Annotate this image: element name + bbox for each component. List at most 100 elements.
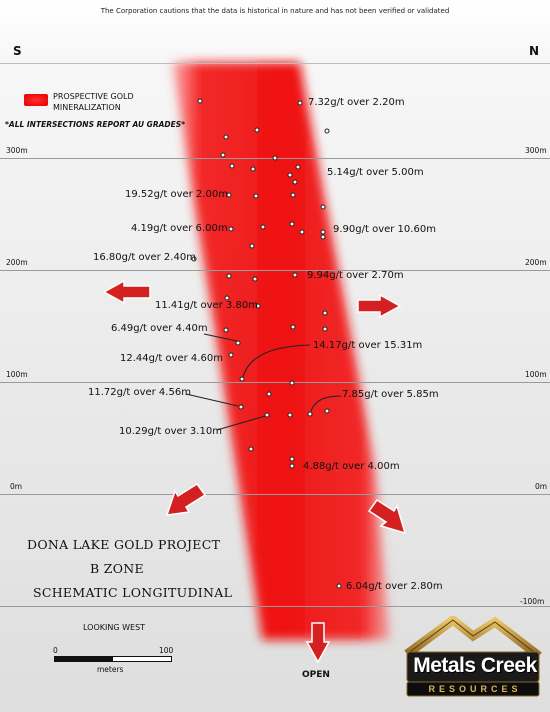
drill-hole-point: [223, 327, 229, 333]
drill-hole-point: [292, 272, 298, 278]
leader-line: [242, 344, 311, 378]
elevation-label-left: 200m: [6, 258, 28, 267]
drill-hole-point: [297, 100, 303, 106]
drill-hole-point: [191, 256, 197, 262]
drill-hole-point: [289, 221, 295, 227]
drill-hole-point: [322, 326, 328, 332]
drill-hole-point: [320, 229, 326, 235]
elevation-label-right: 0m: [535, 482, 548, 491]
drill-hole-point: [266, 391, 272, 397]
drill-hole-point: [223, 134, 229, 140]
surface-line: [0, 63, 550, 64]
elevation-label-right: 200m: [525, 258, 547, 267]
intersection-label: 6.49g/t over 4.40m: [111, 323, 208, 334]
scale-bar: [54, 656, 172, 662]
elevation-line-minus100: [0, 606, 550, 607]
drill-hole-point: [226, 192, 232, 198]
drill-hole-point: [299, 229, 305, 235]
drill-hole-point: [320, 234, 326, 240]
drill-hole-point: [290, 192, 296, 198]
drill-hole-point: [228, 226, 234, 232]
leader-line: [185, 393, 239, 407]
intersection-label: 11.72g/t over 4.56m: [88, 387, 191, 398]
scale-end-label: 100: [159, 646, 174, 655]
metals-creek-logo: Metals Creek RESOURCES: [403, 614, 543, 702]
intersection-label: 19.52g/t over 2.00m: [125, 189, 228, 200]
drill-hole-point: [254, 127, 260, 133]
scale-start-label: 0: [53, 646, 58, 655]
logo-mountains: [404, 614, 542, 697]
drill-hole-point: [307, 411, 313, 417]
drill-hole-point: [289, 380, 295, 386]
leader-line: [310, 395, 342, 412]
intersection-label: 14.17g/t over 15.31m: [313, 340, 423, 351]
legend-label-line2: MINERALIZATION: [53, 103, 121, 112]
drill-hole-point: [287, 172, 293, 178]
elevation-label-right: 300m: [525, 146, 547, 155]
extension-arrow-down: [305, 622, 331, 664]
drill-hole-point: [290, 324, 296, 330]
drill-hole-point: [255, 303, 261, 309]
intersection-label: 6.04g/t over 2.80m: [346, 581, 443, 592]
leader-line: [203, 333, 238, 342]
extension-arrow-down-right: [367, 498, 407, 535]
drill-hole-point: [229, 163, 235, 169]
legend-label: PROSPECTIVE GOLD MINERALIZATION: [53, 91, 134, 113]
compass-south: S: [13, 44, 22, 58]
drill-hole-point: [238, 404, 244, 410]
leader-line: [216, 415, 266, 431]
grade-note: *ALL INTERSECTIONS REPORT AU GRADES*: [5, 120, 186, 129]
drill-hole-point: [224, 295, 230, 301]
intersection-label: 16.80g/t over 2.40m: [93, 252, 196, 263]
elevation-label-left: 0m: [10, 482, 23, 491]
intersection-label: 9.90g/t over 10.60m: [333, 224, 436, 235]
drill-hole-point: [287, 412, 293, 418]
intersection-label: 4.19g/t over 6.00m: [131, 223, 228, 234]
drill-hole-point: [289, 463, 295, 469]
extension-arrow-down-left: [165, 482, 207, 516]
logo-wordmark: Metals Creek: [413, 654, 537, 677]
open-label: OPEN: [302, 670, 330, 680]
drill-hole-point: [249, 243, 255, 249]
drill-hole-point: [220, 152, 226, 158]
drill-hole-point: [264, 412, 270, 418]
legend-swatch: [24, 94, 48, 106]
drill-hole-point: [260, 224, 266, 230]
mineralization-zone: [172, 62, 390, 640]
extension-arrow-south: [102, 279, 151, 305]
drill-hole-point: [272, 155, 278, 161]
intersection-label: 10.29g/t over 3.10m: [119, 426, 222, 437]
elevation-label-right: -100m: [520, 597, 545, 606]
intersection-label: 11.41g/t over 3.80m: [155, 300, 258, 311]
drill-hole-point: [253, 193, 259, 199]
drill-hole-point: [292, 179, 298, 185]
elevation-line-200: [0, 270, 550, 271]
elevation-label-left: 100m: [6, 370, 28, 379]
extension-arrow-north: [357, 293, 402, 319]
drill-hole-point: [248, 446, 254, 452]
drill-hole-point: [295, 164, 301, 170]
elevation-label-left: 300m: [6, 146, 28, 155]
elevation-line-0: [0, 494, 550, 495]
drill-hole-point: [235, 340, 241, 346]
drill-hole-point: [239, 376, 245, 382]
drill-hole-point: [336, 583, 342, 589]
drill-hole-point: [252, 276, 258, 282]
drill-hole-point: [322, 310, 328, 316]
intersection-label: 5.14g/t over 5.00m: [327, 167, 424, 178]
drill-hole-point: [324, 408, 330, 414]
drill-hole-point: [324, 128, 330, 134]
intersection-label: 7.85g/t over 5.85m: [342, 389, 439, 400]
elevation-label-right: 100m: [525, 370, 547, 379]
drill-hole-point: [250, 166, 256, 172]
project-title: DONA LAKE GOLD PROJECT: [27, 537, 221, 552]
scale-unit-label: meters: [97, 665, 124, 674]
drill-hole-point: [289, 456, 295, 462]
legend-label-line1: PROSPECTIVE GOLD: [53, 92, 134, 101]
zone-title: B ZONE: [90, 561, 144, 576]
compass-north: N: [529, 44, 540, 58]
view-direction: LOOKING WEST: [83, 623, 146, 632]
